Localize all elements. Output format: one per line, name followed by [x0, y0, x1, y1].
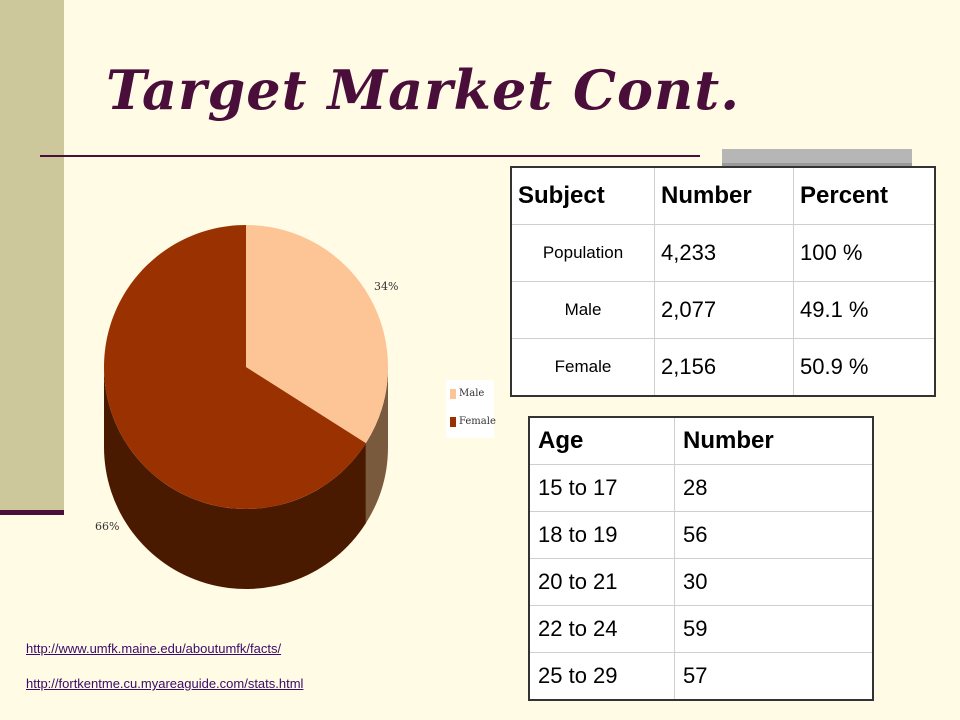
left-accent-bar	[0, 0, 64, 512]
cell-percent: 100 %	[793, 224, 936, 282]
decorative-grey-bar	[722, 149, 912, 163]
legend-swatch-male	[450, 388, 456, 399]
cell-percent: 49.1 %	[793, 281, 936, 339]
table-row: 25 to 29 57	[528, 652, 874, 701]
table-header-row: Subject Number Percent	[510, 166, 936, 225]
cell-age: 18 to 19	[528, 511, 675, 559]
pie-side-female	[104, 367, 366, 589]
cell-number: 2,077	[654, 281, 794, 339]
table-row: 22 to 24 59	[528, 605, 874, 653]
cell-age: 15 to 17	[528, 464, 675, 512]
cell-age: 22 to 24	[528, 605, 675, 653]
cell-number: 57	[674, 652, 874, 701]
pie-label-male: 34%	[374, 280, 399, 293]
pie-slice-male	[246, 225, 388, 444]
decorative-grey-bar-shadow	[722, 163, 912, 166]
legend-item-female: Female	[450, 416, 496, 427]
table-row: Population 4,233 100 %	[510, 224, 936, 282]
age-table: Age Number 15 to 17 28 18 to 19 56 20 to…	[528, 416, 874, 701]
cell-number: 59	[674, 605, 874, 653]
cell-number: 4,233	[654, 224, 794, 282]
cell-subject: Male	[510, 281, 655, 339]
table-header-row: Age Number	[528, 416, 874, 465]
cell-percent: 50.9 %	[793, 338, 936, 397]
table-row: 18 to 19 56	[528, 511, 874, 559]
source-link-myareaguide[interactable]: http://fortkentme.cu.myareaguide.com/sta…	[26, 676, 304, 691]
table-row: Female 2,156 50.9 %	[510, 338, 936, 397]
legend-swatch-female	[450, 416, 456, 427]
cell-number: 2,156	[654, 338, 794, 397]
chart-legend: Male Female	[446, 380, 496, 438]
legend-label-male: Male	[459, 388, 485, 399]
header-number: Number	[654, 166, 794, 225]
legend-label-female: Female	[459, 416, 496, 427]
pie-side-male	[365, 367, 388, 524]
title-divider	[40, 155, 700, 157]
cell-number: 56	[674, 511, 874, 559]
header-percent: Percent	[793, 166, 936, 225]
cell-age: 25 to 29	[528, 652, 675, 701]
pie-label-female: 66%	[95, 520, 120, 533]
cell-number: 30	[674, 558, 874, 606]
left-accent-line	[0, 510, 64, 515]
header-subject: Subject	[510, 166, 655, 225]
pie-chart	[103, 225, 388, 589]
cell-subject: Population	[510, 224, 655, 282]
cell-age: 20 to 21	[528, 558, 675, 606]
pie-slice-female	[103, 225, 366, 509]
cell-number: 28	[674, 464, 874, 512]
table-row: Male 2,077 49.1 %	[510, 281, 936, 339]
cell-subject: Female	[510, 338, 655, 397]
population-table: Subject Number Percent Population 4,233 …	[510, 166, 936, 397]
slide-title: Target Market Cont.	[106, 58, 741, 122]
source-link-umfk[interactable]: http://www.umfk.maine.edu/aboutumfk/fact…	[26, 641, 282, 656]
table-row: 20 to 21 30	[528, 558, 874, 606]
header-number: Number	[674, 416, 874, 465]
header-age: Age	[528, 416, 675, 465]
table-row: 15 to 17 28	[528, 464, 874, 512]
legend-item-male: Male	[450, 388, 484, 399]
